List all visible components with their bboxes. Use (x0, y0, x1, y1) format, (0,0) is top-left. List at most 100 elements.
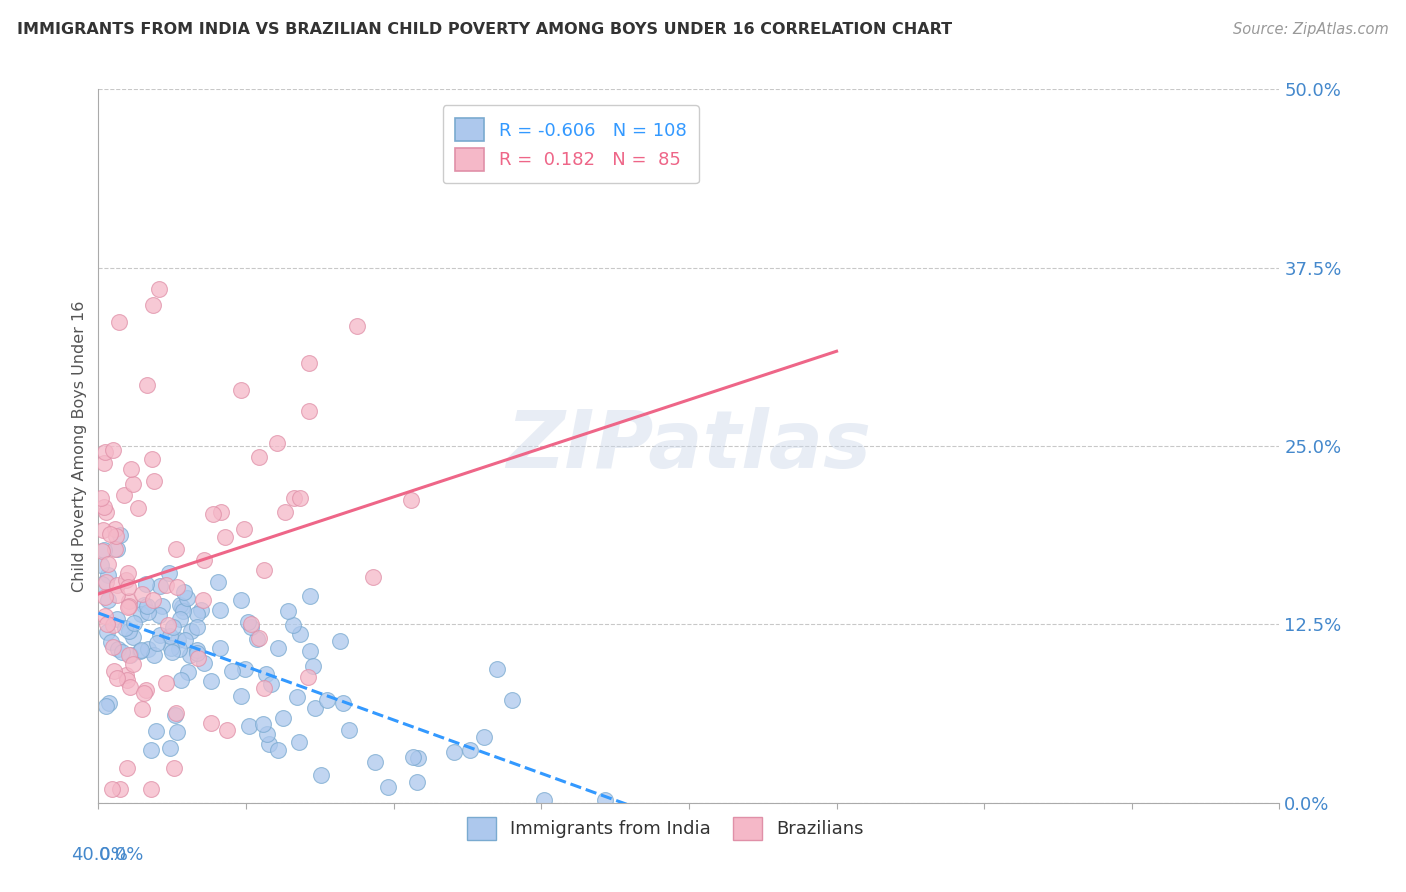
Point (93, 456, 115, 470)
Point (101, 781, 124, 796)
Point (114, 621, 136, 635)
Point (201, 507, 224, 521)
Point (118, 624, 141, 638)
Point (209, 641, 232, 656)
Point (105, 541, 128, 556)
Point (221, 664, 243, 678)
Point (163, 761, 186, 775)
Point (193, 657, 215, 671)
Point (131, 587, 153, 601)
Point (233, 662, 256, 676)
Point (190, 603, 212, 617)
Point (253, 563, 276, 577)
Point (94, 444, 117, 458)
Point (155, 578, 177, 592)
Point (94, 505, 117, 519)
Text: 0.0%: 0.0% (98, 846, 143, 863)
Text: Source: ZipAtlas.com: Source: ZipAtlas.com (1233, 22, 1389, 37)
Point (136, 605, 159, 619)
Point (93, 542, 115, 557)
Point (121, 657, 143, 672)
Point (146, 636, 169, 650)
Point (129, 644, 152, 658)
Point (297, 670, 319, 684)
Text: 40.0%: 40.0% (72, 846, 128, 863)
Point (90, 558, 112, 572)
Point (107, 612, 129, 626)
Point (150, 599, 173, 613)
Point (94, 609, 117, 624)
Point (406, 751, 429, 765)
Point (162, 645, 184, 659)
Point (131, 643, 153, 657)
Point (298, 404, 321, 418)
Point (165, 542, 187, 557)
Point (141, 781, 163, 796)
Point (271, 711, 294, 725)
Point (94, 699, 117, 714)
Point (443, 745, 465, 759)
Point (402, 750, 425, 764)
Point (169, 612, 191, 626)
Point (148, 282, 170, 296)
Text: ZIPatlas: ZIPatlas (506, 407, 872, 485)
Point (94, 575, 117, 590)
Point (246, 632, 269, 646)
Point (316, 693, 339, 707)
Point (117, 599, 139, 614)
Point (120, 462, 142, 476)
Point (98, 526, 121, 541)
Point (111, 645, 134, 659)
Point (172, 604, 194, 618)
Point (173, 632, 195, 647)
Point (238, 719, 260, 733)
Point (283, 491, 305, 505)
Point (257, 737, 280, 751)
Point (160, 641, 183, 656)
Point (186, 607, 208, 621)
Point (165, 707, 187, 722)
Point (115, 673, 138, 688)
Point (176, 591, 198, 605)
Point (207, 574, 229, 589)
Point (399, 493, 422, 508)
Point (136, 377, 159, 392)
Point (104, 529, 127, 543)
Point (135, 683, 157, 698)
Point (472, 730, 495, 744)
Point (209, 603, 232, 617)
Point (173, 585, 195, 599)
Point (229, 592, 252, 607)
Point (103, 618, 125, 632)
Point (346, 319, 368, 334)
Point (266, 436, 288, 450)
Point (98, 696, 121, 710)
Point (90, 491, 112, 506)
Point (104, 541, 127, 556)
Point (166, 725, 188, 739)
Point (115, 668, 138, 682)
Point (301, 658, 323, 673)
Point (288, 627, 311, 641)
Point (118, 648, 141, 662)
Point (108, 528, 131, 542)
Point (162, 620, 184, 634)
Point (143, 648, 166, 663)
Point (145, 724, 167, 739)
Point (193, 553, 215, 567)
Point (191, 592, 214, 607)
Point (167, 642, 190, 657)
Point (120, 680, 142, 694)
Point (90, 544, 112, 558)
Point (329, 634, 352, 648)
Point (281, 618, 304, 632)
Point (215, 723, 238, 738)
Point (231, 689, 253, 703)
Point (165, 706, 187, 720)
Point (105, 578, 128, 592)
Point (180, 624, 202, 639)
Point (299, 589, 322, 603)
Point (103, 443, 125, 458)
Point (231, 384, 253, 398)
Point (285, 690, 308, 704)
